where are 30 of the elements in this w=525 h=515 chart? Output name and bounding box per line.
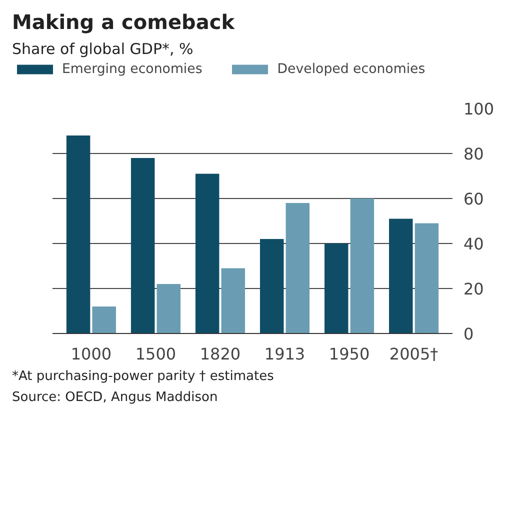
chart-title: Making a comeback <box>12 9 234 36</box>
y-tick-label: 0 <box>464 324 474 344</box>
x-tick-label: 1820 <box>200 344 241 364</box>
bar <box>324 243 348 334</box>
bar <box>414 223 439 334</box>
bar <box>389 218 413 334</box>
y-tick-label: 60 <box>464 189 484 208</box>
bar <box>66 135 90 334</box>
y-tick-label: 100 <box>464 99 494 118</box>
bar <box>260 238 284 334</box>
bar <box>92 306 116 334</box>
y-tick-label: 80 <box>464 144 484 164</box>
bar <box>350 198 374 334</box>
bar <box>221 268 246 334</box>
legend-label: Developed economies <box>277 62 426 77</box>
bar <box>130 158 155 334</box>
x-tick-label: 1000 <box>70 344 112 364</box>
x-tick-label: 1950 <box>328 344 370 364</box>
y-tick-label: 20 <box>464 279 484 298</box>
source-note: Source: OECD, Angus Maddison <box>12 388 218 407</box>
bar <box>195 174 220 334</box>
x-tick-label: 1913 <box>264 344 306 364</box>
bar <box>156 284 180 334</box>
chart-subtitle: Share of global GDP*, % <box>12 38 194 60</box>
y-tick-label: 40 <box>464 234 484 254</box>
legend-label: Emerging economies <box>62 62 202 77</box>
text: *At purchasing-power parity † estimates <box>12 368 274 386</box>
x-tick-label: 2005† <box>389 344 438 364</box>
bar <box>286 202 310 334</box>
x-tick-label: 1500 <box>135 344 176 364</box>
